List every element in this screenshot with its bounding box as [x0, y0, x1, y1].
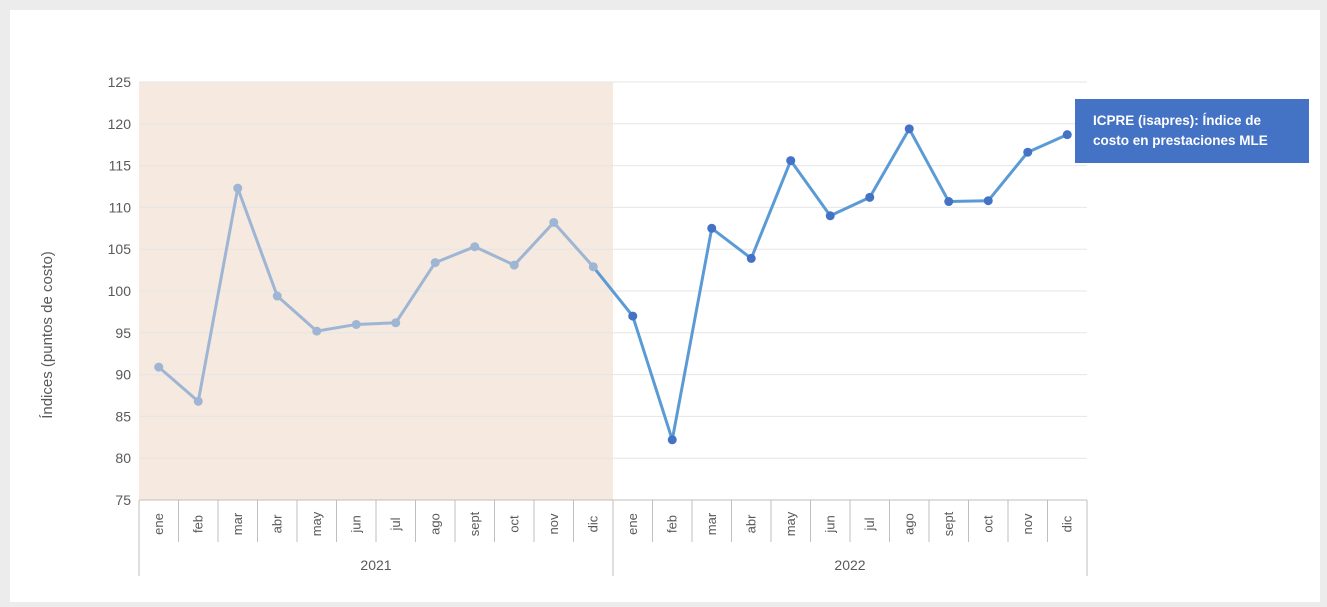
x-tick-label: oct [980, 515, 995, 533]
y-tick-label: 120 [108, 116, 132, 132]
y-axis-ticks: 75 80 85 90 95 100 105 110 115 120 125 [108, 74, 132, 508]
data-point [1062, 130, 1072, 140]
x-tick-label: may [783, 511, 798, 536]
x-tick-label: sept [467, 511, 482, 536]
data-point [549, 217, 559, 227]
x-tick-label: ago [901, 513, 916, 535]
y-tick-label: 75 [115, 492, 131, 508]
data-point [351, 319, 361, 329]
x-tick-label: may [309, 511, 324, 536]
gridlines [139, 81, 1087, 459]
x-axis: ene feb mar abr may jun jul ago sept oct nov dic ene… [138, 499, 1088, 576]
x-tick-label: oct [506, 515, 521, 533]
series-lines [157, 127, 1068, 442]
data-point [193, 396, 203, 406]
x-group-label: 2021 [360, 557, 391, 573]
y-tick-label: 80 [115, 450, 131, 466]
x-group-label: 2022 [834, 557, 865, 573]
x-tick-label: jul [388, 517, 403, 531]
x-tick-label: ene [151, 513, 166, 535]
data-point [786, 156, 796, 166]
series-connector [592, 265, 634, 318]
data-point [904, 124, 914, 134]
data-point [272, 291, 282, 301]
y-tick-label: 95 [115, 325, 131, 341]
x-tick-label: feb [664, 515, 679, 533]
x-tick-label: mar [230, 512, 245, 535]
data-point [1023, 147, 1033, 157]
x-tick-label: abr [269, 514, 284, 533]
x-tick-label: mar [704, 512, 719, 535]
x-tick-label: jul [862, 517, 877, 531]
y-tick-label: 100 [108, 283, 132, 299]
data-point [667, 435, 677, 445]
x-tick-label: ago [427, 513, 442, 535]
series-points [154, 124, 1072, 445]
y-axis-title: Índices (puntos de costo) [39, 251, 56, 419]
data-point [746, 253, 756, 263]
data-point [312, 326, 322, 336]
x-tick-label: dic [1059, 515, 1074, 532]
data-point [944, 197, 954, 207]
data-point [707, 223, 717, 233]
data-point [628, 311, 638, 321]
y-tick-label: 90 [115, 367, 131, 383]
x-tick-label: abr [743, 514, 758, 533]
data-point [825, 211, 835, 221]
y-tick-label: 125 [108, 74, 132, 90]
x-tick-label: jun [348, 515, 363, 533]
annotation-text: ICPRE (isapres): Índice de costo en pres… [1093, 113, 1268, 148]
x-tick-label: dic [585, 515, 600, 532]
x-tick-label: nov [546, 513, 561, 534]
y-tick-label: 115 [109, 158, 132, 174]
y-tick-label: 105 [108, 241, 132, 257]
data-point [430, 258, 440, 268]
series-annotation-label: ICPRE (isapres): Índice de costo en pres… [1075, 99, 1309, 163]
data-point [983, 196, 993, 206]
data-point [391, 318, 401, 328]
x-tick-label: jun [822, 515, 837, 533]
x-tick-label: nov [1020, 513, 1035, 534]
data-point [470, 242, 480, 252]
x-tick-label: sept [941, 511, 956, 536]
data-point [588, 262, 598, 272]
line-chart: 75 80 85 90 95 100 105 110 115 120 125 ene feb mar ab… [39, 74, 1088, 576]
data-point [509, 260, 519, 270]
data-point [154, 362, 164, 372]
y-tick-label: 85 [115, 408, 131, 424]
data-point [865, 192, 875, 202]
x-tick-label: ene [625, 513, 640, 535]
chart-card: 75 80 85 90 95 100 105 110 115 120 125 ene feb mar ab… [10, 10, 1320, 602]
series-line-2021 [157, 186, 595, 403]
series-line-2022 [631, 127, 1068, 442]
data-point [233, 183, 243, 193]
y-tick-label: 110 [109, 199, 132, 215]
x-tick-label: feb [190, 515, 205, 533]
